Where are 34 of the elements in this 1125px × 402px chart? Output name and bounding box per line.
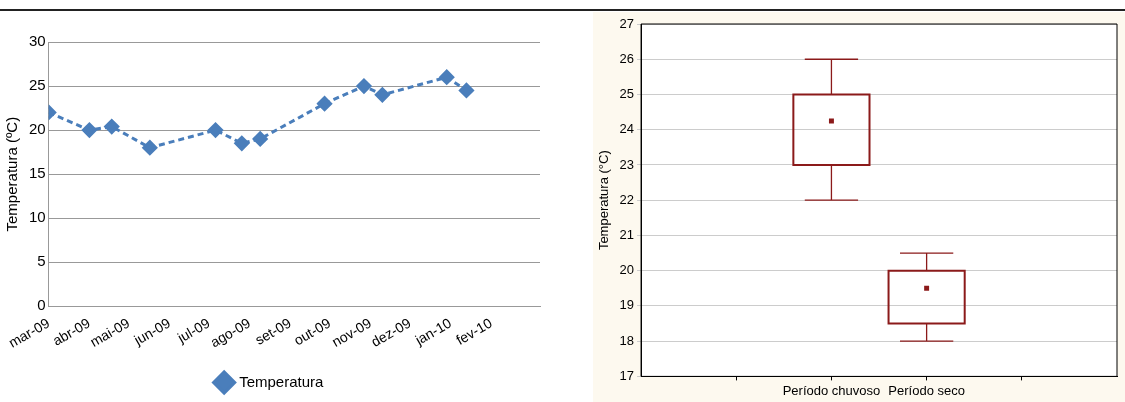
point [252,131,268,147]
y-tick-label: 15 [29,164,46,182]
y-tick-label: 24 [619,121,635,137]
x-tick-label: Período seco [888,382,965,398]
y-axis-title: Temperatura (ºC) [3,116,21,232]
y-tick-label: 19 [619,297,635,313]
point [439,69,455,85]
y-tick-label: 18 [619,332,635,348]
y-tick-label: 22 [619,191,635,207]
point [317,96,333,112]
y-tick-label: 20 [619,262,635,278]
y-tick-label: 10 [29,208,46,226]
point [356,78,372,94]
y-axis-title: Temperatura (°C) [596,150,612,251]
y-tick-label: 25 [619,86,635,102]
point [142,140,158,156]
x-tick-label: Período chuvoso [782,382,881,398]
y-tick-label: 27 [619,15,635,31]
point [374,87,390,103]
y-tick-label: 23 [619,156,635,172]
y-tick-label: 0 [37,296,46,314]
y-tick-label: 25 [29,76,46,94]
point [81,122,97,138]
point [458,82,474,98]
point [234,135,250,151]
y-tick-label: 26 [619,50,635,66]
y-tick-label: 17 [619,367,635,383]
legend-label: Temperatura [239,372,325,390]
y-tick-label: 5 [37,252,46,270]
y-tick-label: 30 [29,32,46,50]
y-tick-label: 20 [29,120,46,138]
point [104,119,120,135]
point [208,122,224,138]
y-tick-label: 21 [619,227,635,243]
